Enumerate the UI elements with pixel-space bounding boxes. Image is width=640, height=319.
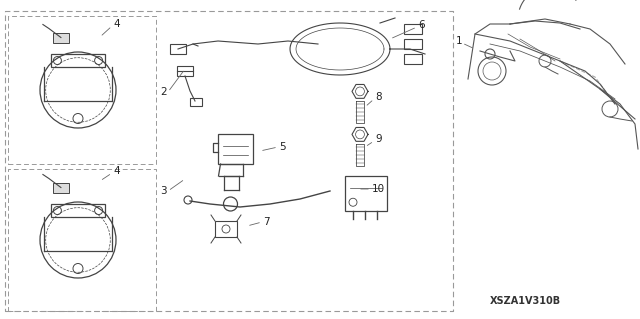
Bar: [404, 39, 422, 49]
Bar: [51, 54, 104, 67]
Text: 1: 1: [456, 36, 463, 46]
Bar: [190, 98, 202, 106]
Text: 6: 6: [418, 20, 424, 30]
Text: 3: 3: [160, 186, 166, 196]
Text: 4: 4: [113, 19, 120, 29]
Text: 10: 10: [372, 184, 385, 194]
Bar: [53, 33, 69, 42]
Text: XSZA1V310B: XSZA1V310B: [490, 296, 561, 306]
Bar: [404, 54, 422, 64]
Text: 5: 5: [279, 142, 285, 152]
Text: 2: 2: [160, 87, 166, 97]
Bar: [404, 24, 422, 34]
Bar: [170, 44, 186, 54]
Text: 8: 8: [375, 92, 381, 102]
Text: 9: 9: [375, 134, 381, 144]
Bar: [51, 204, 104, 217]
Bar: [345, 176, 387, 211]
Bar: [215, 221, 237, 237]
Text: 4: 4: [113, 166, 120, 176]
Bar: [53, 182, 69, 192]
Bar: [177, 66, 193, 76]
Text: 7: 7: [263, 217, 269, 227]
Bar: [218, 134, 253, 164]
